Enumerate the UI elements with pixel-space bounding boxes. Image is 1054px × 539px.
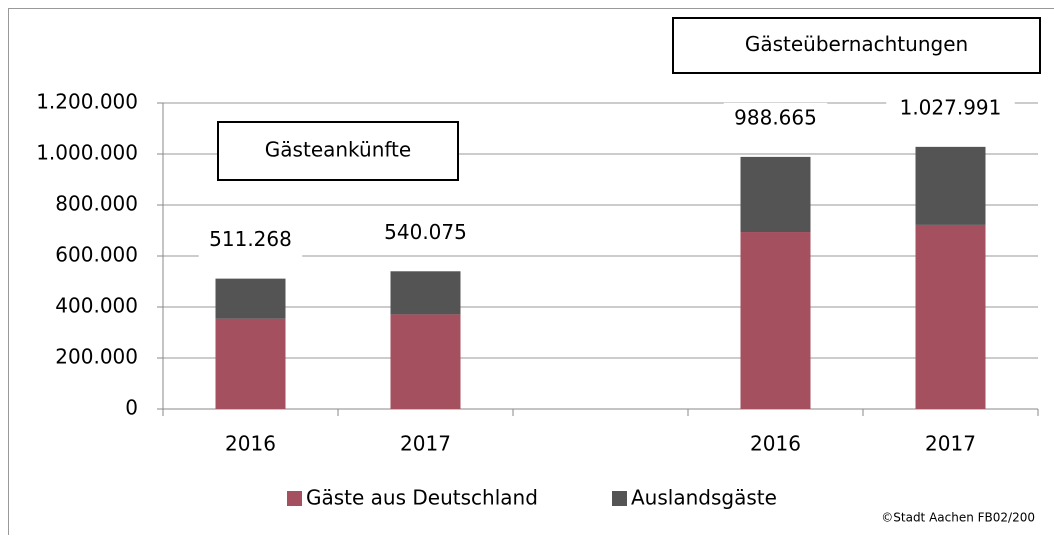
annotation-box bbox=[217, 121, 459, 181]
annotation: Gästeübernachtungen bbox=[745, 32, 968, 56]
label-background bbox=[723, 102, 828, 135]
bar-segment bbox=[390, 314, 461, 409]
y-tick-label: 1.000.000 bbox=[36, 141, 138, 165]
total-label: 511.268 bbox=[209, 227, 292, 251]
bar-segment bbox=[390, 271, 461, 315]
x-tick-label: 2017 bbox=[925, 432, 976, 456]
label-background bbox=[373, 217, 478, 250]
legend-label: Gäste aus Deutschland bbox=[306, 486, 538, 510]
legend-label: Auslandsgäste bbox=[631, 486, 777, 510]
y-tick-label: 400.000 bbox=[55, 294, 138, 318]
label-background bbox=[198, 224, 303, 257]
y-tick-label: 800.000 bbox=[55, 192, 138, 216]
annotation: Gästeankünfte bbox=[265, 138, 411, 162]
annotation-box bbox=[672, 17, 1041, 74]
total-label: 540.075 bbox=[384, 220, 467, 244]
x-tick-label: 2017 bbox=[400, 432, 451, 456]
total-label: 1.027.991 bbox=[900, 95, 1002, 119]
legend-swatch bbox=[287, 491, 302, 506]
y-tick-label: 0 bbox=[125, 396, 138, 420]
y-tick-label: 200.000 bbox=[55, 345, 138, 369]
total-label: 988.665 bbox=[734, 105, 817, 129]
label-background bbox=[886, 92, 1015, 125]
bar-segment bbox=[740, 156, 811, 233]
bar-segment bbox=[215, 278, 286, 319]
source: ©Stadt Aachen FB02/200 bbox=[881, 511, 1035, 525]
x-tick-label: 2016 bbox=[225, 432, 276, 456]
bar-segment bbox=[915, 146, 986, 225]
y-tick-label: 600.000 bbox=[55, 243, 138, 267]
legend-swatch bbox=[612, 491, 627, 506]
x-tick-label: 2016 bbox=[750, 432, 801, 456]
bar-segment bbox=[215, 318, 286, 409]
bar-segment bbox=[915, 224, 986, 409]
y-tick-label: 1.200.000 bbox=[36, 90, 138, 114]
bar-segment bbox=[740, 232, 811, 409]
